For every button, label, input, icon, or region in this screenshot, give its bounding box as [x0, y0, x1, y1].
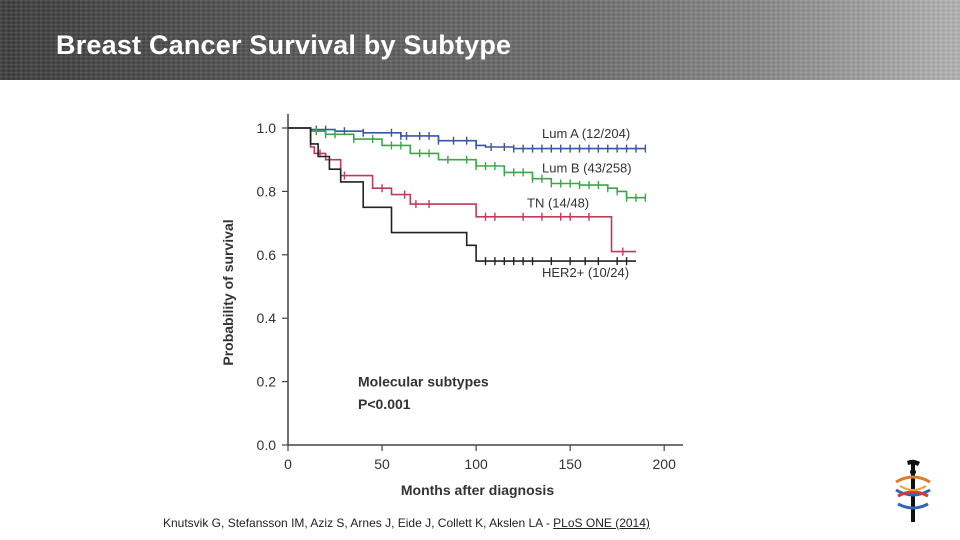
series-label: TN (14/48): [527, 195, 589, 210]
y-tick-label: 0.6: [257, 247, 277, 263]
citation-authors: Knutsvik G, Stefansson IM, Aziz S, Arnes…: [163, 516, 554, 530]
x-tick-label: 0: [284, 456, 292, 472]
caduceus-style-logo-icon: [895, 459, 931, 522]
page-title: Breast Cancer Survival by Subtype: [56, 30, 512, 60]
x-tick-label: 150: [558, 456, 582, 472]
series-label: Lum B (43/258): [542, 161, 632, 176]
y-tick-label: 0.4: [257, 310, 277, 326]
x-tick-label: 100: [464, 456, 488, 472]
y-tick-label: 1.0: [257, 120, 277, 136]
x-axis-label: Months after diagnosis: [401, 482, 554, 498]
y-axis-label: Probability of survival: [220, 219, 236, 365]
y-tick-label: 0.8: [257, 183, 277, 199]
series-line: [288, 127, 646, 199]
series-label: Lum A (12/204): [542, 126, 630, 141]
y-tick-label: 0.0: [257, 437, 277, 453]
citation-journal-link[interactable]: PLoS ONE (2014): [553, 516, 650, 530]
annotation-p-value: P<0.001: [358, 396, 411, 412]
x-tick-label: 200: [653, 456, 677, 472]
series-line: [288, 127, 636, 262]
x-tick-label: 50: [374, 456, 390, 472]
survival-chart: 0.0 0.2 0.4 0.6 0.8 1.0 0 50 100 150 200 Months af…: [220, 114, 683, 498]
annotation-group-label: Molecular subtypes: [358, 374, 489, 390]
series-label: HER2+ (10/24): [542, 265, 629, 280]
header-bar: Breast Cancer Survival by Subtype: [0, 0, 960, 80]
y-tick-label: 0.2: [257, 374, 277, 390]
citation: Knutsvik G, Stefansson IM, Aziz S, Arnes…: [163, 516, 650, 530]
